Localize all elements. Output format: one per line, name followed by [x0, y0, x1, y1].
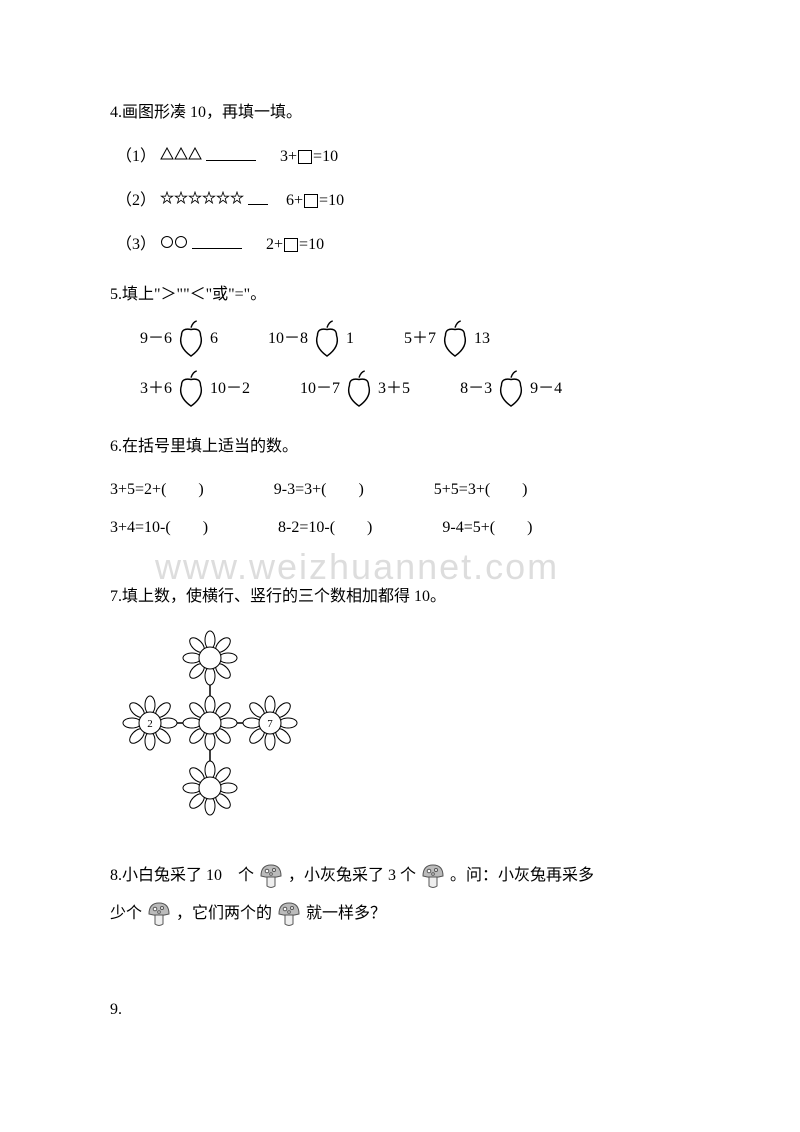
- q5-cell-0-0: 9－6 6: [140, 318, 218, 360]
- apple-icon: [340, 368, 378, 410]
- q5-l-1-2: 8－3: [460, 376, 492, 402]
- q4-item-3: （3） 2+ =10: [116, 232, 690, 258]
- sunflower-cross: 2 7: [110, 628, 690, 827]
- q4-num-3: （3）: [116, 236, 156, 253]
- q7-title: 7.填上数，使横行、竖行的三个数相加都得 10。: [110, 584, 690, 610]
- q5-cell-0-1: 10－8 1: [268, 318, 354, 360]
- q5-r-1-1: 3＋5: [378, 376, 410, 402]
- q5-l-0-1: 10－8: [268, 326, 308, 352]
- q5-l-1-0: 3＋6: [140, 376, 172, 402]
- q5-title: 5.填上"＞""＜"或"="。: [110, 282, 690, 308]
- q4-eq-2: 6+: [286, 192, 303, 209]
- q7-right: 7: [267, 718, 273, 730]
- q5-l-1-1: 10－7: [300, 376, 340, 402]
- q8: 8.小白兔采了 10 个 ，小灰兔采了 3 个 。问：小灰兔再采多 少个 ，它们…: [110, 857, 690, 934]
- q5-grid: 9－6 6 10－8 1 5＋7 13 3＋6 10－2 10－7: [140, 318, 690, 410]
- q5-cell-1-2: 8－3 9－4: [460, 368, 562, 410]
- q7-left: 2: [147, 718, 153, 730]
- q4: 4.画图形凑 10，再填一填。 （1） 3+ =10 （2） 6+ =10 （3）: [110, 100, 690, 258]
- q6-1-2: 9-4=5+( ): [442, 515, 532, 541]
- q4-eq-3: 2+: [266, 236, 283, 253]
- q6: 6.在括号里填上适当的数。 3+5=2+( ) 9-3=3+( ) 5+5=3+…: [110, 434, 690, 541]
- q6-0-0: 3+5=2+( ): [110, 477, 204, 503]
- q6-0-2: 5+5=3+( ): [434, 477, 528, 503]
- q5-l-0-2: 5＋7: [404, 326, 436, 352]
- q4-eq-1: 3+: [280, 148, 297, 165]
- q5-r-1-0: 10－2: [210, 376, 250, 402]
- mushroom-icon: [420, 862, 446, 890]
- q5-cell-1-1: 10－7 3＋5: [300, 368, 410, 410]
- q4-item-1: （1） 3+ =10: [116, 144, 690, 170]
- mushroom-icon: [258, 862, 284, 890]
- q8-pre1: 8.小白兔采了 10 个: [110, 867, 254, 884]
- apple-icon: [492, 368, 530, 410]
- q4-num-2: （2）: [116, 192, 156, 209]
- q5-r-0-1: 1: [346, 326, 354, 352]
- q5-r-0-0: 6: [210, 326, 218, 352]
- triangle-shapes: [160, 144, 202, 170]
- q9-title: 9.: [110, 1001, 122, 1018]
- q8-tail: 就一样多？: [306, 905, 386, 922]
- q6-1-0: 3+4=10-( ): [110, 515, 208, 541]
- q8-pre2: 少个: [110, 905, 142, 922]
- q5: 5.填上"＞""＜"或"="。 9－6 6 10－8 1 5＋7 13 3＋6: [110, 282, 690, 410]
- q5-r-0-2: 13: [474, 326, 490, 352]
- apple-icon: [172, 318, 210, 360]
- q5-r-1-2: 9－4: [530, 376, 562, 402]
- apple-icon: [308, 318, 346, 360]
- q4-tail-1: =10: [313, 148, 338, 165]
- star-shapes: [160, 188, 244, 214]
- q6-1-1: 8-2=10-( ): [278, 515, 372, 541]
- q4-title: 4.画图形凑 10，再填一填。: [110, 100, 690, 126]
- q4-tail-2: =10: [319, 192, 344, 209]
- q8-mid3: ，它们两个的: [176, 905, 272, 922]
- q5-l-0-0: 9－6: [140, 326, 172, 352]
- q8-mid1: ，小灰兔采了 3 个: [288, 867, 416, 884]
- apple-icon: [172, 368, 210, 410]
- q4-tail-3: =10: [299, 236, 324, 253]
- apple-icon: [436, 318, 474, 360]
- q7: 7.填上数，使横行、竖行的三个数相加都得 10。: [110, 584, 690, 826]
- mushroom-icon: [146, 900, 172, 928]
- q8-mid2: 。问：小灰兔再采多: [450, 867, 594, 884]
- q6-0-1: 9-3=3+( ): [274, 477, 364, 503]
- q4-item-2: （2） 6+ =10: [116, 188, 690, 214]
- q9: 9.: [110, 997, 690, 1023]
- circle-shapes: [160, 232, 188, 258]
- q5-cell-1-0: 3＋6 10－2: [140, 368, 250, 410]
- q6-title: 6.在括号里填上适当的数。: [110, 434, 690, 460]
- q4-num-1: （1）: [116, 148, 156, 165]
- mushroom-icon: [276, 900, 302, 928]
- q5-cell-0-2: 5＋7 13: [404, 318, 490, 360]
